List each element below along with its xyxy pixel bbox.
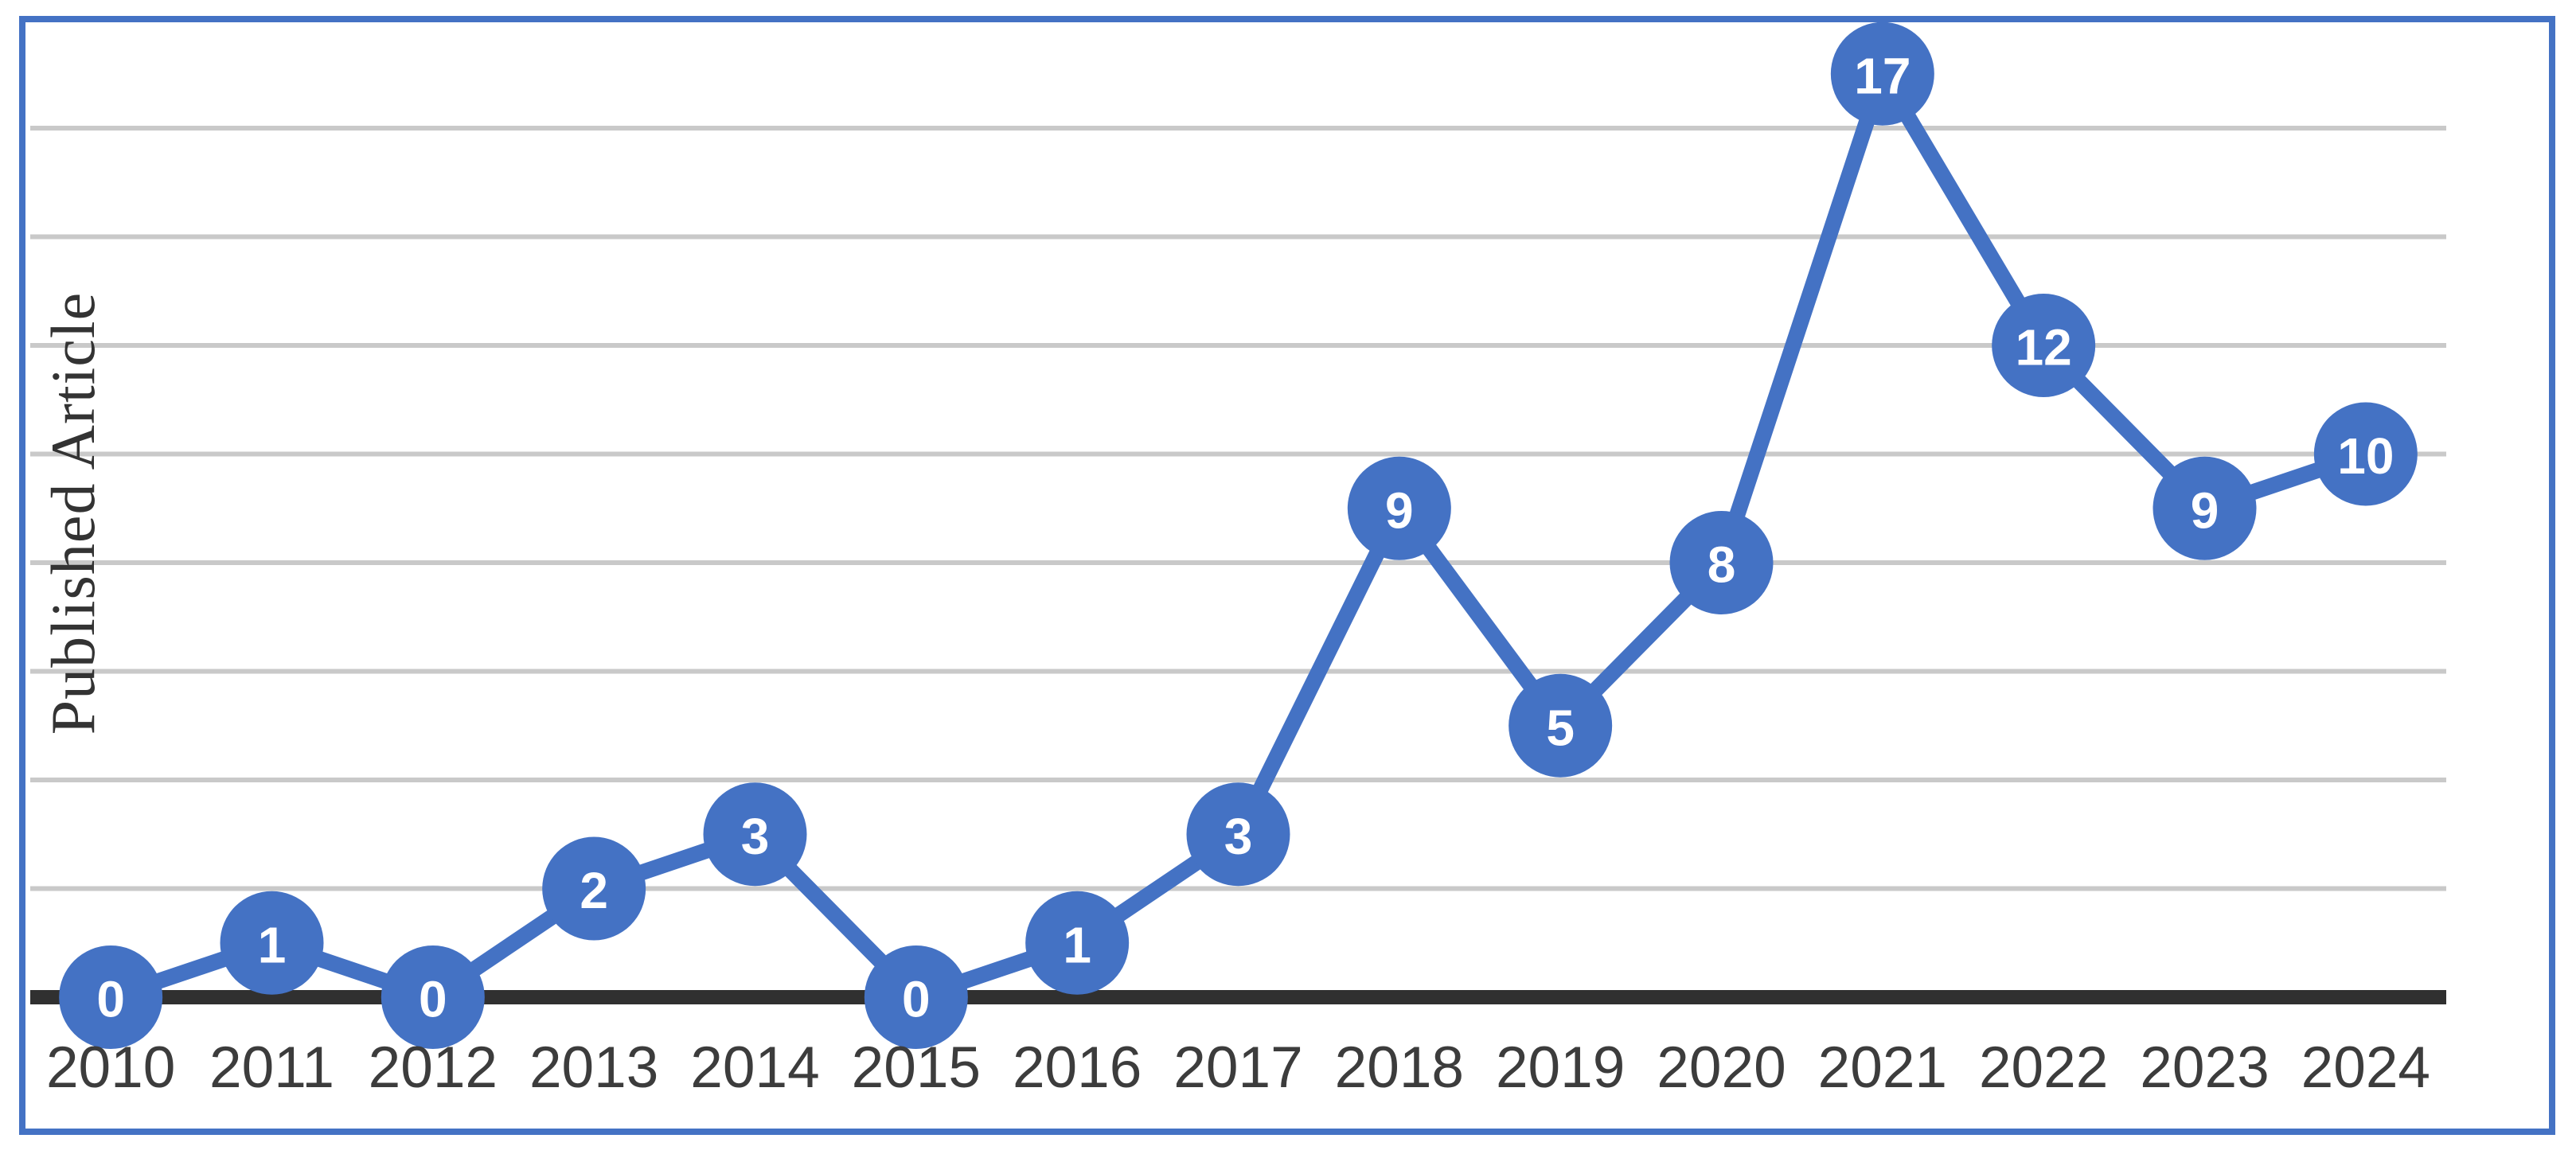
x-tick-2022: 2022 [1979, 1035, 2108, 1100]
x-tick-2015: 2015 [852, 1035, 981, 1100]
data-label-2024: 10 [2337, 427, 2394, 485]
data-label-2021: 17 [1854, 47, 1911, 104]
x-tick-2024: 2024 [2301, 1035, 2430, 1100]
data-label-2012: 0 [419, 971, 447, 1028]
data-point-2020 [1669, 511, 1774, 614]
data-point-2018 [1347, 456, 1451, 560]
data-label-2011: 1 [258, 916, 287, 973]
x-tick-2021: 2021 [1818, 1035, 1947, 1100]
data-point-2015 [864, 945, 968, 1049]
data-label-2022: 12 [2016, 319, 2072, 376]
data-label-2013: 2 [580, 862, 608, 919]
data-point-2010 [59, 945, 163, 1049]
x-tick-2017: 2017 [1173, 1035, 1302, 1100]
x-tick-2016: 2016 [1013, 1035, 1142, 1100]
data-point-2022 [1992, 294, 2096, 397]
x-tick-2011: 2011 [209, 1035, 334, 1100]
data-label-2019: 5 [1546, 699, 1575, 756]
data-label-2016: 1 [1063, 916, 1091, 973]
data-label-2015: 0 [902, 971, 931, 1028]
data-label-2018: 9 [1385, 481, 1414, 539]
data-point-2019 [1509, 673, 1613, 778]
x-tick-2018: 2018 [1335, 1035, 1464, 1100]
x-tick-2020: 2020 [1657, 1035, 1786, 1100]
data-label-2020: 8 [1708, 536, 1736, 594]
data-point-2021 [1830, 21, 1934, 126]
data-label-2023: 9 [2191, 481, 2219, 539]
data-point-2023 [2153, 456, 2257, 560]
data-point-2024 [2313, 402, 2418, 506]
x-tick-2014: 2014 [690, 1035, 819, 1100]
x-tick-2019: 2019 [1496, 1035, 1625, 1100]
x-tick-2010: 2010 [46, 1035, 175, 1100]
data-label-2010: 0 [96, 971, 125, 1028]
data-point-2011 [220, 891, 324, 995]
data-point-2017 [1186, 782, 1290, 887]
data-label-2017: 3 [1224, 808, 1253, 865]
x-tick-2012: 2012 [369, 1035, 498, 1100]
chart-border [19, 16, 2555, 1135]
x-tick-2013: 2013 [529, 1035, 658, 1100]
data-point-2014 [703, 782, 807, 887]
y-axis-title: Published Article [38, 291, 107, 735]
x-tick-2023: 2023 [2140, 1035, 2269, 1100]
data-label-2014: 3 [741, 808, 770, 865]
data-point-2016 [1025, 891, 1130, 995]
data-point-2012 [381, 945, 485, 1049]
data-point-2013 [542, 836, 646, 941]
